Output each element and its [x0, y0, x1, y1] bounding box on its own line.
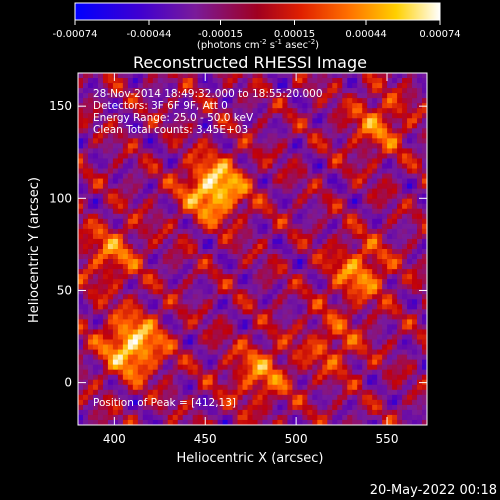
x-tick-label: 500 — [285, 432, 308, 446]
y-axis-label: Heliocentric Y (arcsec) — [27, 177, 42, 323]
plot-frame — [77, 72, 428, 426]
colorbar-tick-label: 0.00074 — [419, 29, 460, 40]
y-tick-label: 50 — [57, 283, 72, 297]
x-axis-label: Heliocentric X (arcsec) — [177, 451, 324, 466]
colorbar-tick-label: -0.00015 — [198, 29, 243, 40]
y-tick-label: 100 — [49, 191, 72, 205]
colorbar-tick-label: 0.00044 — [345, 29, 386, 40]
y-tick-label: 0 — [64, 376, 72, 390]
annotation-line: Detectors: 3F 6F 9F, Att 0 — [93, 100, 228, 112]
heatmap-image — [78, 73, 427, 425]
colorbar-tick-label: -0.00044 — [127, 29, 172, 40]
chart-title: Reconstructed RHESSI Image — [133, 53, 367, 72]
axis-ticks: 400 450 500 550 0 50 100 150 — [49, 73, 427, 446]
colorbar-tick-label: -0.00074 — [53, 29, 98, 40]
annotation-line: Clean Total counts: 3.45E+03 — [93, 124, 248, 136]
y-tick-label: 150 — [49, 99, 72, 113]
annotation-line: 28-Nov-2014 18:49:32.000 to 18:55:20.000 — [93, 88, 323, 100]
x-tick-label: 450 — [194, 432, 217, 446]
x-tick-label: 550 — [376, 432, 399, 446]
x-tick-label: 400 — [103, 432, 126, 446]
timestamp: 20-May-2022 00:18 — [370, 483, 497, 498]
colorbar-units: (photons cm-2 s-1 asec-2) — [197, 38, 319, 51]
colorbar-tick-label: 0.00015 — [274, 29, 315, 40]
peak-position-label: Position of Peak = [412,13] — [93, 397, 236, 409]
colorbar-ticks: -0.00074 -0.00044 -0.00015 0.00015 0.00044 0.… — [53, 20, 461, 40]
annotation-line: Energy Range: 25.0 - 50.0 keV — [93, 112, 254, 124]
colorbar — [74, 2, 441, 21]
annotation-block: 28-Nov-2014 18:49:32.000 to 18:55:20.000… — [93, 88, 323, 136]
